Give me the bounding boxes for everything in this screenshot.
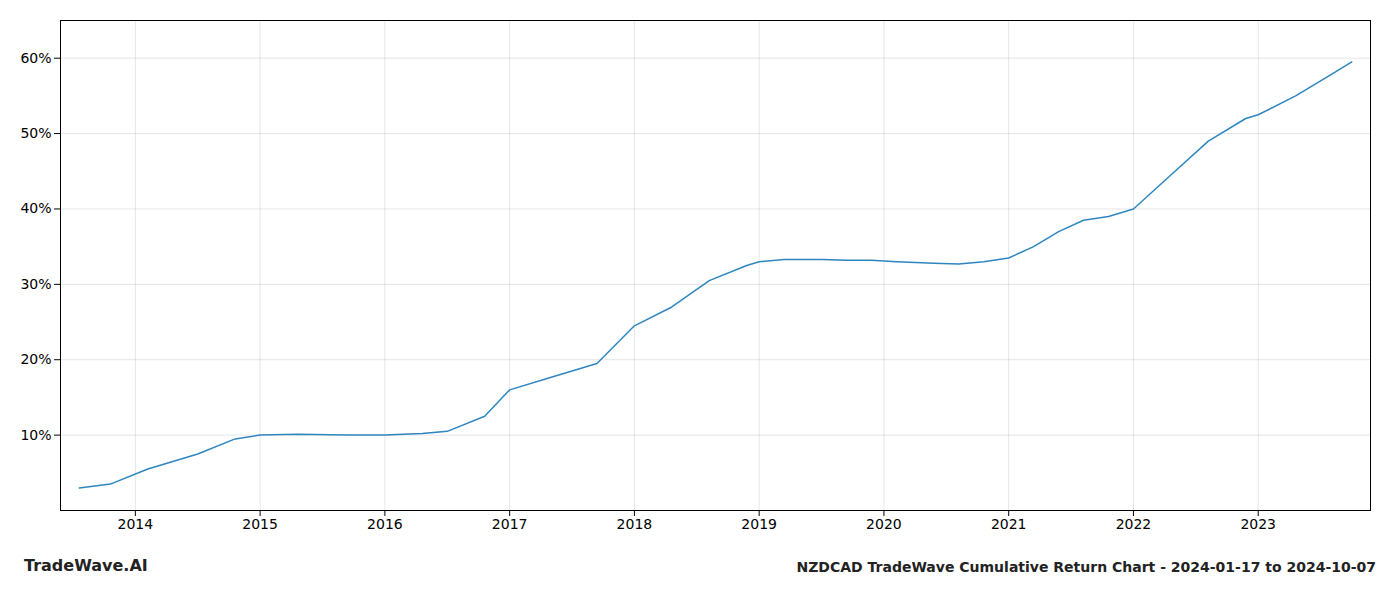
svg-text:60%: 60% <box>20 50 51 66</box>
html-text:TradeWave.AI: TradeWave.AI <box>24 556 148 575</box>
svg-text:2020: 2020 <box>866 516 902 532</box>
svg-text:2019: 2019 <box>741 516 777 532</box>
svg-text:2015: 2015 <box>242 516 278 532</box>
svg-text:2018: 2018 <box>617 516 653 532</box>
svg-text:2022: 2022 <box>1116 516 1152 532</box>
svg-text:40%: 40% <box>20 200 51 216</box>
svg-text:50%: 50% <box>20 125 51 141</box>
svg-text:20%: 20% <box>20 351 51 367</box>
svg-text:2017: 2017 <box>492 516 528 532</box>
svg-text:2021: 2021 <box>991 516 1027 532</box>
svg-text:2014: 2014 <box>118 516 154 532</box>
svg-text:2023: 2023 <box>1240 516 1276 532</box>
svg-text:30%: 30% <box>20 276 51 292</box>
svg-text:2016: 2016 <box>367 516 403 532</box>
html-text:NZDCAD TradeWave Cumulative Re: NZDCAD TradeWave Cumulative Return Chart… <box>796 559 1376 575</box>
svg-text:10%: 10% <box>20 427 51 443</box>
